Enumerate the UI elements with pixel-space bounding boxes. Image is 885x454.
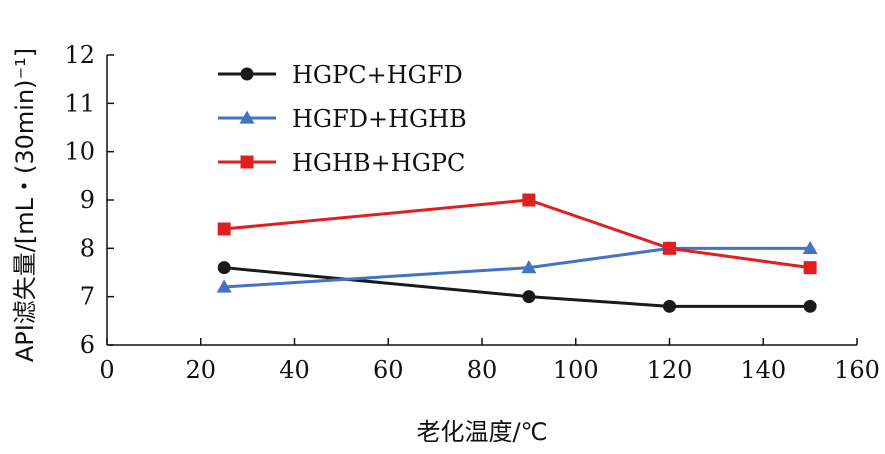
data-point-square	[663, 241, 676, 255]
data-point-square	[803, 261, 817, 275]
series-HGFD+HGHB	[216, 240, 818, 293]
series-HGHB+HGPC	[217, 193, 817, 275]
legend-label: HGFD+HGHB	[292, 105, 467, 133]
legend: HGPC+HGFD HGFD+HGHB HGHB+HGPC	[218, 61, 467, 177]
x-tick-label: 100	[553, 356, 599, 384]
axes	[106, 55, 857, 346]
x-tick-label: 140	[740, 356, 786, 384]
data-point-circle	[522, 290, 536, 304]
data-point-circle	[803, 299, 817, 313]
x-tick-label: 0	[99, 356, 114, 384]
series-line	[224, 266, 811, 308]
legend-marker	[239, 110, 255, 124]
data-point-square	[522, 193, 536, 207]
x-tick-label: 60	[373, 356, 404, 384]
y-tick-label: 11	[64, 89, 95, 117]
series-layer	[216, 193, 818, 313]
data-point-circle	[217, 261, 231, 275]
y-tick-label: 10	[64, 138, 95, 166]
y-tick-label: 6	[80, 331, 95, 359]
y-tick-label: 12	[64, 41, 95, 69]
x-tick-label: 80	[467, 356, 498, 384]
data-point-triangle	[802, 240, 818, 254]
series-HGPC+HGFD	[217, 261, 817, 313]
data-point-triangle	[216, 279, 232, 293]
x-tick-label: 40	[279, 356, 310, 384]
legend-marker	[240, 67, 254, 81]
x-tick-label: 20	[185, 356, 216, 384]
data-point-square	[217, 222, 231, 236]
x-ticks: 0 20 40 60 80 100 120 140 160	[99, 338, 880, 384]
legend-item: HGPC+HGFD	[218, 61, 463, 89]
legend-label: HGHB+HGPC	[292, 149, 465, 177]
legend-item: HGHB+HGPC	[218, 149, 465, 177]
data-point-triangle	[521, 260, 537, 274]
y-ticks: 6 7 8 9 10 11 12	[64, 41, 114, 359]
data-point-circle	[663, 299, 676, 313]
y-tick-label: 7	[80, 283, 95, 311]
series-line	[224, 198, 811, 270]
x-tick-label: 120	[647, 356, 693, 384]
y-axis-title: API滤失量/[mL・(30min)⁻¹]	[11, 48, 39, 362]
series-line	[224, 246, 811, 289]
x-axis-title: 老化温度/℃	[416, 418, 547, 446]
x-tick-label: 160	[834, 356, 880, 384]
y-tick-label: 8	[80, 234, 95, 262]
y-tick-label: 9	[80, 186, 95, 214]
legend-item: HGFD+HGHB	[218, 105, 467, 133]
legend-label: HGPC+HGFD	[292, 61, 463, 89]
legend-marker	[240, 155, 254, 169]
